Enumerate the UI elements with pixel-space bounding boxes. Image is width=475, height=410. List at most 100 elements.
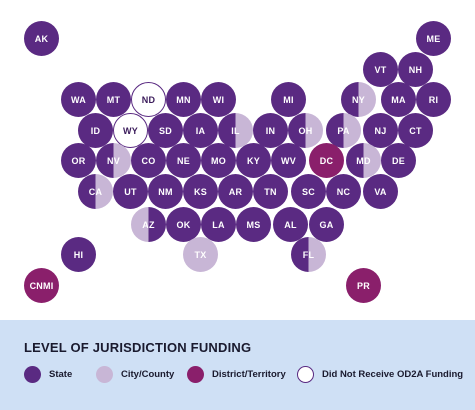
hex-pr[interactable]: PR bbox=[346, 268, 381, 303]
hex-label: RI bbox=[428, 94, 439, 105]
hex-nh[interactable]: NH bbox=[398, 52, 433, 87]
hex-ak[interactable]: AK bbox=[24, 21, 59, 56]
hex-ne[interactable]: NE bbox=[166, 143, 201, 178]
hex-ga[interactable]: GA bbox=[309, 207, 344, 242]
hex-mi[interactable]: MI bbox=[271, 82, 306, 117]
hex-label: NC bbox=[336, 186, 351, 197]
hex-label: UT bbox=[124, 186, 137, 197]
hex-label: CO bbox=[141, 155, 156, 166]
hex-de[interactable]: DE bbox=[381, 143, 416, 178]
hex-ri[interactable]: RI bbox=[416, 82, 451, 117]
hex-label: KY bbox=[247, 155, 260, 166]
hex-label: VT bbox=[374, 64, 387, 75]
hex-nd[interactable]: ND bbox=[131, 82, 166, 117]
hex-hi[interactable]: HI bbox=[61, 237, 96, 272]
legend-item-district-territory: District/Territory bbox=[187, 364, 286, 384]
hex-label: LA bbox=[212, 219, 225, 230]
hex-nv[interactable]: NV bbox=[96, 143, 131, 178]
hex-label: IN bbox=[265, 125, 276, 136]
legend-label: State bbox=[49, 368, 73, 380]
hex-label: HI bbox=[73, 249, 84, 260]
hex-label: VA bbox=[374, 186, 387, 197]
hex-mt[interactable]: MT bbox=[96, 82, 131, 117]
hex-label: WV bbox=[281, 155, 296, 166]
hex-in[interactable]: IN bbox=[253, 113, 288, 148]
hex-ky[interactable]: KY bbox=[236, 143, 271, 178]
hex-label: OK bbox=[176, 219, 191, 230]
hex-sc[interactable]: SC bbox=[291, 174, 326, 209]
legend-swatch-district-territory bbox=[187, 365, 204, 383]
hex-la[interactable]: LA bbox=[201, 207, 236, 242]
hex-label: WA bbox=[71, 94, 86, 105]
legend-item-not-funded: Did Not Receive OD2A Funding bbox=[297, 364, 463, 384]
hex-label: DE bbox=[392, 155, 405, 166]
legend-swatch-state bbox=[24, 365, 41, 383]
legend-title: LEVEL OF JURISDICTION FUNDING bbox=[24, 340, 252, 355]
hex-ny[interactable]: NY bbox=[341, 82, 376, 117]
hex-cnmi[interactable]: CNMI bbox=[24, 268, 59, 303]
legend-item-state: State bbox=[24, 364, 72, 384]
hex-co[interactable]: CO bbox=[131, 143, 166, 178]
hex-label: WI bbox=[212, 94, 225, 105]
legend-swatch-not-funded bbox=[297, 365, 314, 383]
hex-ma[interactable]: MA bbox=[381, 82, 416, 117]
hex-label: NM bbox=[158, 186, 173, 197]
legend-swatch-city-county bbox=[96, 365, 113, 383]
hex-ms[interactable]: MS bbox=[236, 207, 271, 242]
hex-label: TX bbox=[194, 249, 207, 260]
hex-label: MS bbox=[246, 219, 261, 230]
hex-tn[interactable]: TN bbox=[253, 174, 288, 209]
hex-tx[interactable]: TX bbox=[183, 237, 218, 272]
hex-nm[interactable]: NM bbox=[148, 174, 183, 209]
hex-ct[interactable]: CT bbox=[398, 113, 433, 148]
hex-va[interactable]: VA bbox=[363, 174, 398, 209]
hex-label: MI bbox=[283, 94, 294, 105]
hex-me[interactable]: ME bbox=[416, 21, 451, 56]
hex-ca[interactable]: CA bbox=[78, 174, 113, 209]
hex-label: ME bbox=[426, 33, 441, 44]
hex-dc[interactable]: DC bbox=[309, 143, 344, 178]
hex-label: ID bbox=[90, 125, 101, 136]
hex-label: SD bbox=[159, 125, 172, 136]
hex-wi[interactable]: WI bbox=[201, 82, 236, 117]
hex-oh[interactable]: OH bbox=[288, 113, 323, 148]
hex-fl[interactable]: FL bbox=[291, 237, 326, 272]
legend-label: District/Territory bbox=[212, 368, 286, 380]
hex-il[interactable]: IL bbox=[218, 113, 253, 148]
hex-nj[interactable]: NJ bbox=[363, 113, 398, 148]
hex-label: IA bbox=[195, 125, 206, 136]
hex-wy[interactable]: WY bbox=[113, 113, 148, 148]
hex-label: FL bbox=[302, 249, 315, 260]
hex-pa[interactable]: PA bbox=[326, 113, 361, 148]
hex-wa[interactable]: WA bbox=[61, 82, 96, 117]
hex-or[interactable]: OR bbox=[61, 143, 96, 178]
hex-label: MT bbox=[106, 94, 121, 105]
hex-md[interactable]: MD bbox=[346, 143, 381, 178]
hex-ia[interactable]: IA bbox=[183, 113, 218, 148]
hex-wv[interactable]: WV bbox=[271, 143, 306, 178]
hex-ar[interactable]: AR bbox=[218, 174, 253, 209]
hex-label: CNMI bbox=[29, 280, 54, 291]
hex-label: MO bbox=[211, 155, 226, 166]
hex-label: SC bbox=[302, 186, 315, 197]
hex-label: AZ bbox=[142, 219, 155, 230]
hex-id[interactable]: ID bbox=[78, 113, 113, 148]
hex-label: AR bbox=[228, 186, 243, 197]
hex-ut[interactable]: UT bbox=[113, 174, 148, 209]
hex-label: CA bbox=[88, 186, 103, 197]
hex-label: MD bbox=[356, 155, 371, 166]
hex-ok[interactable]: OK bbox=[166, 207, 201, 242]
hex-vt[interactable]: VT bbox=[363, 52, 398, 87]
legend-label: City/County bbox=[121, 368, 175, 380]
hex-label: GA bbox=[319, 219, 334, 230]
hex-nc[interactable]: NC bbox=[326, 174, 361, 209]
hex-az[interactable]: AZ bbox=[131, 207, 166, 242]
hex-sd[interactable]: SD bbox=[148, 113, 183, 148]
hex-mo[interactable]: MO bbox=[201, 143, 236, 178]
hex-al[interactable]: AL bbox=[273, 207, 308, 242]
hex-ks[interactable]: KS bbox=[183, 174, 218, 209]
hex-label: OR bbox=[71, 155, 86, 166]
hex-label: WY bbox=[123, 125, 138, 136]
hex-label: NH bbox=[408, 64, 423, 75]
hex-mn[interactable]: MN bbox=[166, 82, 201, 117]
